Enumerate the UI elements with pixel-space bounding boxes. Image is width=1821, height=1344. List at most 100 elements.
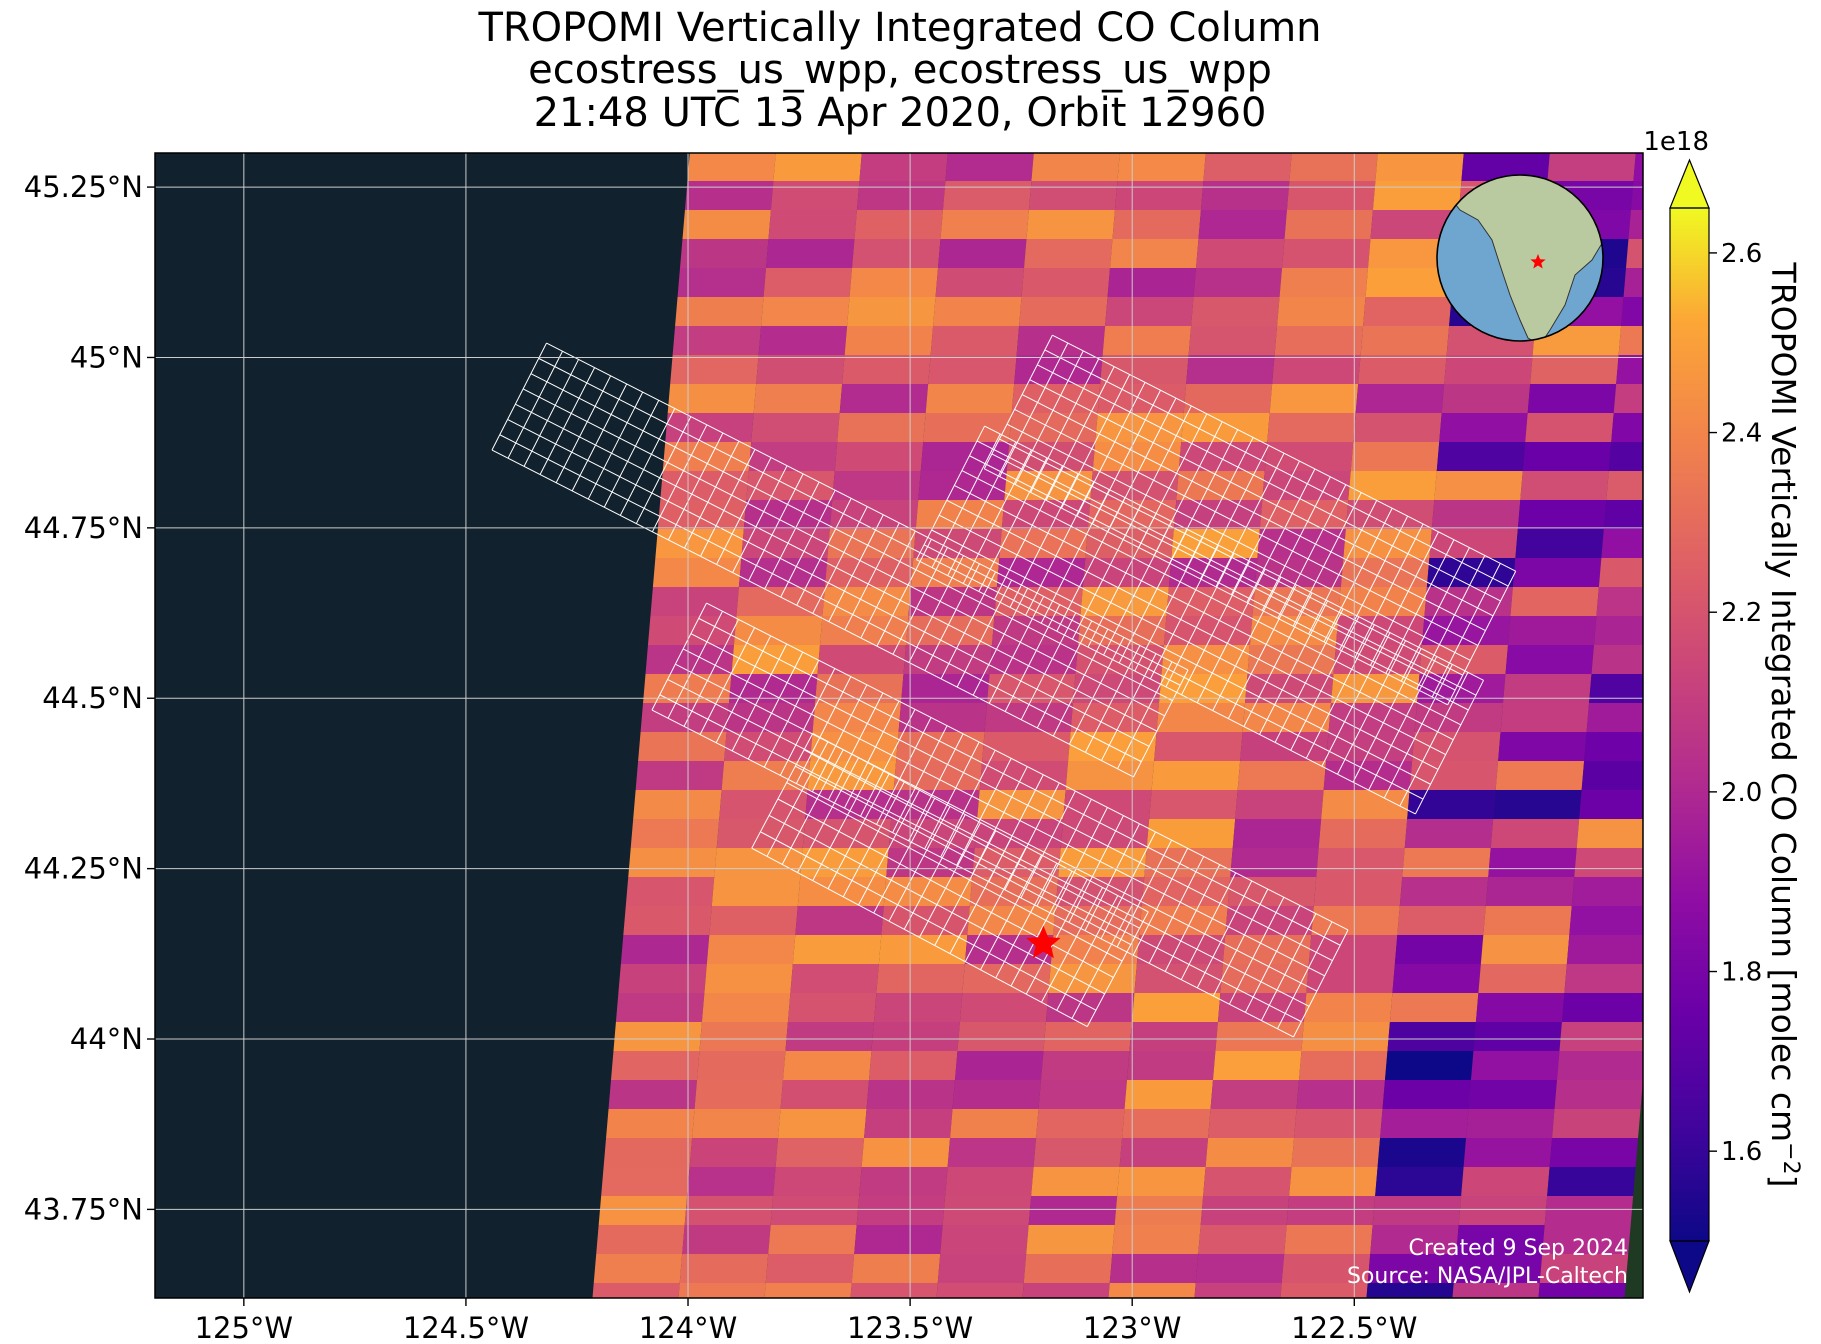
tropomi-pixel <box>608 1080 697 1109</box>
tropomi-pixel <box>1503 674 1592 703</box>
tropomi-pixel <box>701 993 791 1022</box>
tropomi-pixel <box>696 1051 786 1080</box>
tropomi-pixel <box>1107 268 1197 297</box>
tropomi-pixel <box>1468 1080 1557 1109</box>
tropomi-pixel <box>800 848 889 877</box>
colorbar-tick-label: 2.0 <box>1721 778 1762 808</box>
axis-ticks: 45.25°N 45°N 44.75°N 44.5°N 44.25°N 44°N 43.75… <box>24 170 1418 1344</box>
tropomi-pixel <box>935 268 1025 297</box>
tropomi-pixel <box>1191 1312 1279 1341</box>
tropomi-pixel <box>802 819 892 848</box>
tropomi-pixel <box>1205 1138 1295 1167</box>
tropomi-pixel <box>1483 906 1572 935</box>
tropomi-pixel <box>1318 819 1408 848</box>
tropomi-pixel <box>918 471 1007 500</box>
tropomi-pixel <box>933 297 1022 326</box>
tropomi-pixel <box>787 993 877 1022</box>
tropomi-pixel <box>640 703 730 732</box>
tropomi-pixel <box>1495 761 1585 790</box>
tropomi-pixel <box>601 1167 690 1196</box>
tropomi-pixel <box>1230 848 1319 877</box>
tropomi-pixel <box>662 442 752 471</box>
tropomi-pixel <box>610 1051 700 1080</box>
tropomi-pixel <box>849 268 939 297</box>
tropomi-pixel <box>687 1167 776 1196</box>
lat-tick-label: 45°N <box>70 340 143 374</box>
tropomi-pixel <box>1375 1167 1464 1196</box>
tropomi-pixel <box>1399 877 1489 906</box>
tropomi-pixel <box>945 1167 1034 1196</box>
tropomi-pixel <box>1280 1283 1368 1298</box>
tropomi-pixel <box>1274 326 1364 355</box>
tropomi-pixel <box>768 210 857 239</box>
tropomi-pixel <box>756 355 845 384</box>
tropomi-pixel <box>1289 153 1378 181</box>
tropomi-pixel <box>1188 326 1278 355</box>
tropomi-pixel <box>1498 732 1587 761</box>
colorbar: 1.6 1.8 2.0 2.2 2.4 2.6 1e18 TROPOMI Vertical… <box>1643 127 1803 1294</box>
tropomi-pixel <box>862 123 950 152</box>
gridlines <box>155 153 1643 1298</box>
tropomi-pixel <box>1023 1254 1113 1283</box>
tropomi-pixel <box>1350 442 1440 471</box>
tropomi-pixel <box>1257 529 1346 558</box>
tropomi-pixel <box>1623 268 1643 297</box>
colorbar-extend-min <box>1669 1240 1710 1294</box>
tropomi-pixel <box>706 935 796 964</box>
tropomi-pixel <box>938 239 1027 268</box>
tropomi-pixel <box>1367 1254 1457 1283</box>
tropomi-pixel <box>1591 645 1643 674</box>
tropomi-pixel <box>650 587 739 616</box>
tropomi-pixel <box>805 790 894 819</box>
lat-tick-label: 44.5°N <box>42 681 143 715</box>
footprint-scene <box>651 602 1349 1038</box>
tropomi-pixel <box>1306 964 1395 993</box>
tropomi-pixel <box>684 1196 774 1225</box>
tropomi-pixel <box>847 297 936 326</box>
tropomi-pixel <box>1146 819 1236 848</box>
tropomi-pixel <box>1593 616 1643 645</box>
tropomi-pixel <box>1449 1312 1537 1341</box>
tropomi-pixel <box>761 1312 849 1341</box>
tropomi-pixel <box>1215 1022 1304 1051</box>
tropomi-pixel <box>957 1022 1046 1051</box>
tropomi-pixel <box>868 1051 958 1080</box>
tropomi-pixel <box>837 413 926 442</box>
tropomi-pixel <box>1626 239 1643 268</box>
tropomi-pixel <box>876 964 965 993</box>
tropomi-pixel <box>1296 1080 1385 1109</box>
tropomi-pixel <box>969 877 1059 906</box>
map-title-line2: ecostress_us_wpp, ecostress_us_wpp <box>528 47 1272 93</box>
tropomi-pixel <box>1159 674 1248 703</box>
tropomi-pixel <box>1298 1051 1388 1080</box>
tropomi-pixel <box>854 210 943 239</box>
tropomi-pixel <box>1517 500 1607 529</box>
tropomi-pixel <box>655 529 744 558</box>
footprint-scene <box>491 342 1189 778</box>
tropomi-pixel <box>763 268 853 297</box>
tropomi-pixel <box>1392 964 1481 993</box>
tropomi-pixel <box>1019 297 1108 326</box>
target-star-marker <box>1026 925 1061 959</box>
tropomi-pixel <box>1323 761 1413 790</box>
tropomi-pixel <box>768 1225 857 1254</box>
tropomi-pixel <box>977 790 1066 819</box>
tropomi-pixel <box>1490 819 1580 848</box>
lat-tick-label: 43.75°N <box>24 1192 143 1226</box>
tropomi-pixel <box>670 355 759 384</box>
tropomi-pixel <box>1294 1109 1383 1138</box>
tropomi-pixel <box>1073 674 1162 703</box>
tropomi-pixel <box>959 993 1049 1022</box>
tropomi-pixel <box>1370 1225 1459 1254</box>
tropomi-pixel <box>603 1138 693 1167</box>
tropomi-pixel <box>761 297 850 326</box>
colorbar-exponent: 1e18 <box>1643 127 1709 157</box>
tropomi-pixel <box>1466 1109 1555 1138</box>
tropomi-pixel <box>936 1283 1024 1298</box>
tropomi-pixel <box>1363 297 1452 326</box>
tropomi-pixel <box>764 1283 852 1298</box>
colorbar-tick-label: 1.6 <box>1721 1137 1762 1167</box>
colorbar-tick-label: 2.4 <box>1721 419 1762 449</box>
tropomi-pixel <box>620 935 710 964</box>
tropomi-pixel <box>1120 123 1208 152</box>
